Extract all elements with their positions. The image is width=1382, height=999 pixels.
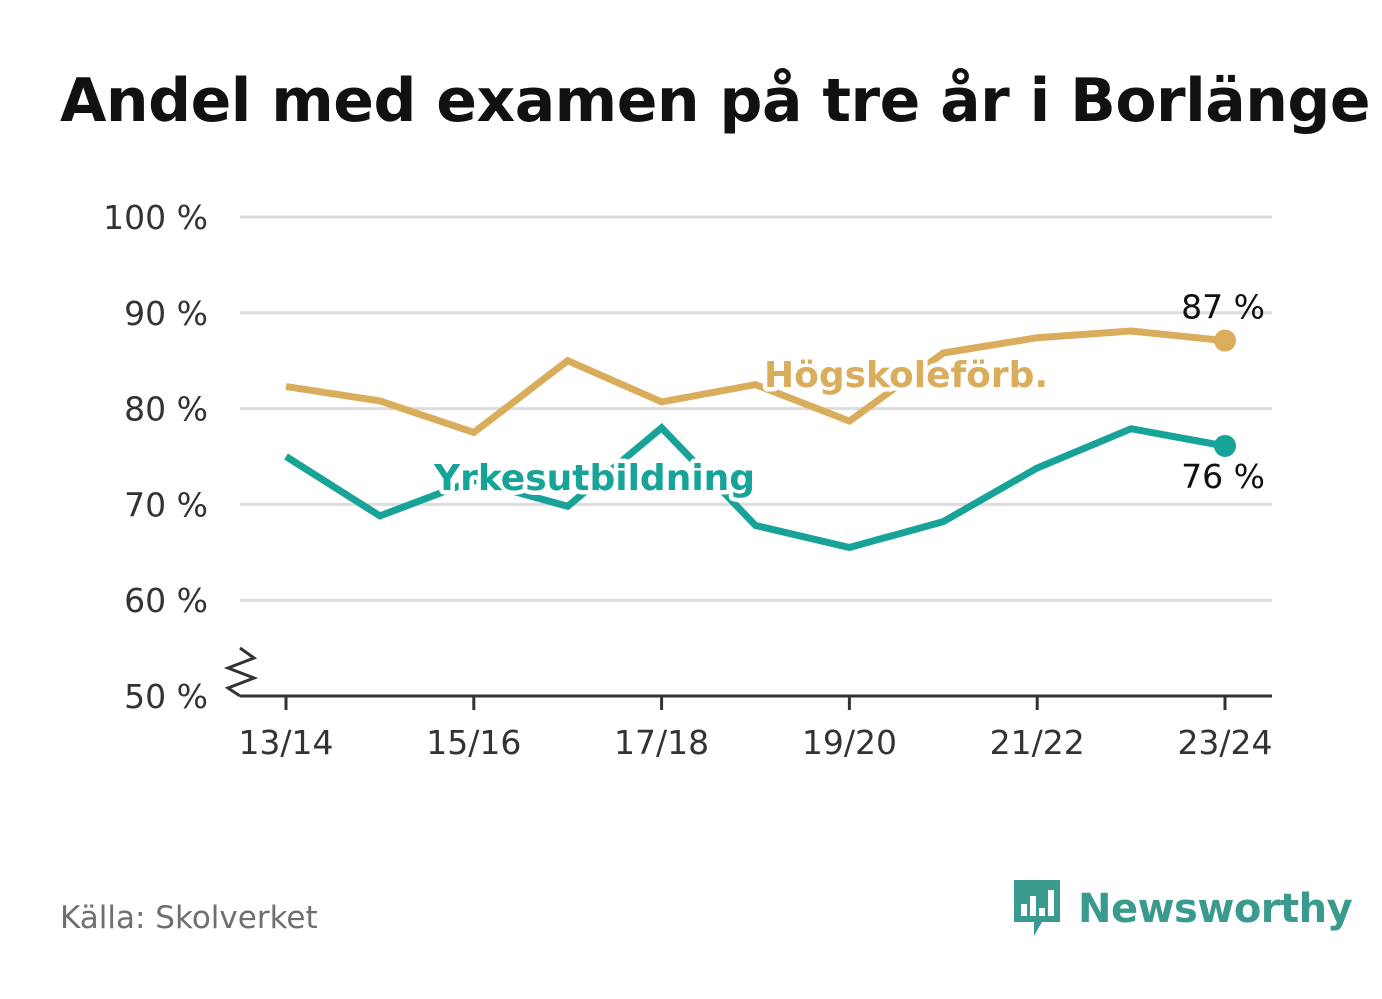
series-line: [284, 423, 1226, 552]
x-tick-label: 17/18: [614, 723, 709, 762]
newsworthy-logo-icon: [1014, 880, 1060, 936]
brand-logo: Newsworthy: [1012, 878, 1353, 940]
series-end-point: [1214, 329, 1236, 352]
x-axis: [223, 646, 1272, 710]
series-end-point: [1214, 434, 1236, 457]
x-axis-labels: 13/14 15/16 17/18 19/20 21/22 23/24: [238, 723, 1272, 762]
series-name-label: Yrkesutbildning: [433, 458, 755, 499]
x-tick-label: 13/14: [238, 723, 333, 762]
y-tick-label: 70 %: [124, 485, 208, 524]
series-name-label: Högskoleförb.: [764, 355, 1048, 396]
y-tick-label: 90 %: [124, 294, 208, 333]
x-tick-label: 21/22: [990, 723, 1085, 762]
chart-title: Andel med examen på tre år i Borlänge: [60, 66, 1371, 136]
y-axis-labels: 50 % 60 % 70 % 80 % 90 % 100 %: [103, 198, 208, 716]
x-tick-label: 19/20: [802, 723, 897, 762]
x-tick-label: 15/16: [426, 723, 521, 762]
brand-name: Newsworthy: [1078, 886, 1353, 932]
axis-break-icon: [223, 646, 259, 698]
end-value-label: 87 %: [1181, 288, 1265, 327]
y-tick-label: 80 %: [124, 390, 208, 429]
x-tick-label: 23/24: [1177, 723, 1272, 762]
end-value-label: 76 %: [1181, 457, 1265, 496]
source-note: Källa: Skolverket: [60, 900, 318, 936]
y-tick-label: 50 %: [124, 677, 208, 716]
series-lines: 87 % Högskoleförb. 76 % Yrkesutbildning: [284, 288, 1265, 552]
series-line: [285, 327, 1226, 437]
y-tick-label: 100 %: [103, 198, 208, 237]
line-chart: 50 % 60 % 70 % 80 % 90 % 100 % 13/14 15/16 17/1…: [103, 198, 1272, 762]
y-tick-label: 60 %: [124, 581, 208, 620]
